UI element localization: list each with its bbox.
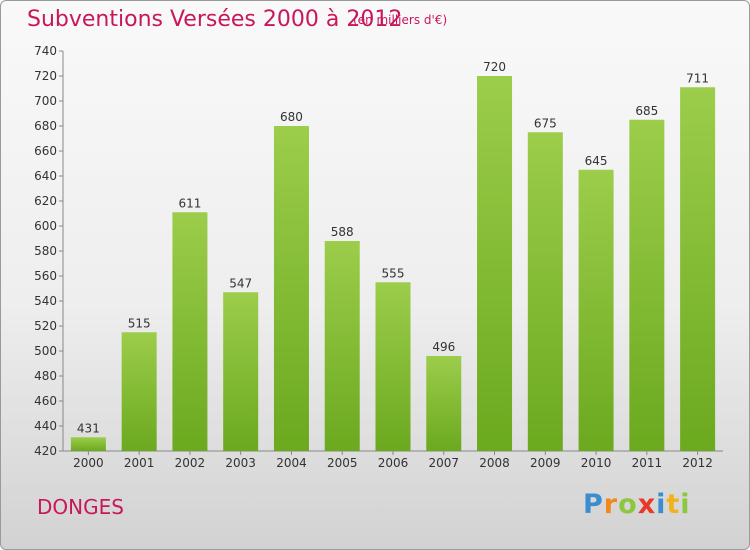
x-tick-label-2000: 2000 <box>73 456 104 470</box>
y-tick-label: 520 <box>34 319 57 333</box>
y-tick-label: 580 <box>34 244 57 258</box>
x-tick-label-2007: 2007 <box>428 456 459 470</box>
data-label-2012: 711 <box>686 71 709 85</box>
bar-2011 <box>629 119 665 451</box>
x-tick-label-2004: 2004 <box>276 456 307 470</box>
bar-2000 <box>70 437 106 451</box>
bar-2007 <box>426 356 462 451</box>
data-label-2002: 611 <box>178 196 201 210</box>
data-label-2000: 431 <box>77 421 100 435</box>
x-tick-label-2010: 2010 <box>581 456 612 470</box>
data-label-2006: 555 <box>382 266 405 280</box>
bar-2008 <box>477 76 513 451</box>
place-name: DONGES <box>37 495 124 519</box>
y-tick-label: 640 <box>34 169 57 183</box>
x-tick-label-2003: 2003 <box>225 456 256 470</box>
data-label-2004: 680 <box>280 110 303 124</box>
data-label-2008: 720 <box>483 60 506 74</box>
x-tick-label-2009: 2009 <box>530 456 561 470</box>
x-tick-label-2011: 2011 <box>632 456 663 470</box>
proxiti-logo[interactable]: Proxiti <box>583 489 691 520</box>
y-tick-label: 620 <box>34 194 57 208</box>
y-tick-label: 720 <box>34 69 57 83</box>
y-tick-label: 480 <box>34 369 57 383</box>
bar-2005 <box>324 241 360 451</box>
x-tick-label-2002: 2002 <box>175 456 206 470</box>
y-tick-label: 420 <box>34 444 57 458</box>
chart-unit: (en milliers d'€) <box>353 13 448 27</box>
bar-2009 <box>527 132 563 451</box>
y-tick-label: 740 <box>34 44 57 58</box>
data-label-2003: 547 <box>229 276 252 290</box>
data-label-2005: 588 <box>331 225 354 239</box>
bar-2002 <box>172 212 208 451</box>
bar-2004 <box>273 126 309 451</box>
chart-title: Subventions Versées 2000 à 2012 <box>27 7 403 32</box>
x-tick-label-2006: 2006 <box>378 456 409 470</box>
bar-2003 <box>223 292 259 451</box>
y-tick-label: 700 <box>34 94 57 108</box>
x-tick-label-2001: 2001 <box>124 456 155 470</box>
y-tick-label: 660 <box>34 144 57 158</box>
data-label-2009: 675 <box>534 116 557 130</box>
data-label-2007: 496 <box>432 340 455 354</box>
bar-2012 <box>680 87 716 451</box>
y-tick-label: 560 <box>34 269 57 283</box>
y-tick-label: 540 <box>34 294 57 308</box>
x-tick-label-2012: 2012 <box>682 456 713 470</box>
data-label-2001: 515 <box>128 316 151 330</box>
data-label-2011: 685 <box>635 104 658 118</box>
bar-2001 <box>121 332 157 451</box>
y-tick-label: 600 <box>34 219 57 233</box>
x-tick-label-2008: 2008 <box>479 456 510 470</box>
x-tick-label-2005: 2005 <box>327 456 358 470</box>
y-tick-label: 500 <box>34 344 57 358</box>
bar-2010 <box>578 169 614 451</box>
bar-2006 <box>375 282 411 451</box>
y-tick-label: 460 <box>34 394 57 408</box>
data-label-2010: 645 <box>585 154 608 168</box>
y-tick-label: 440 <box>34 419 57 433</box>
y-tick-label: 680 <box>34 119 57 133</box>
